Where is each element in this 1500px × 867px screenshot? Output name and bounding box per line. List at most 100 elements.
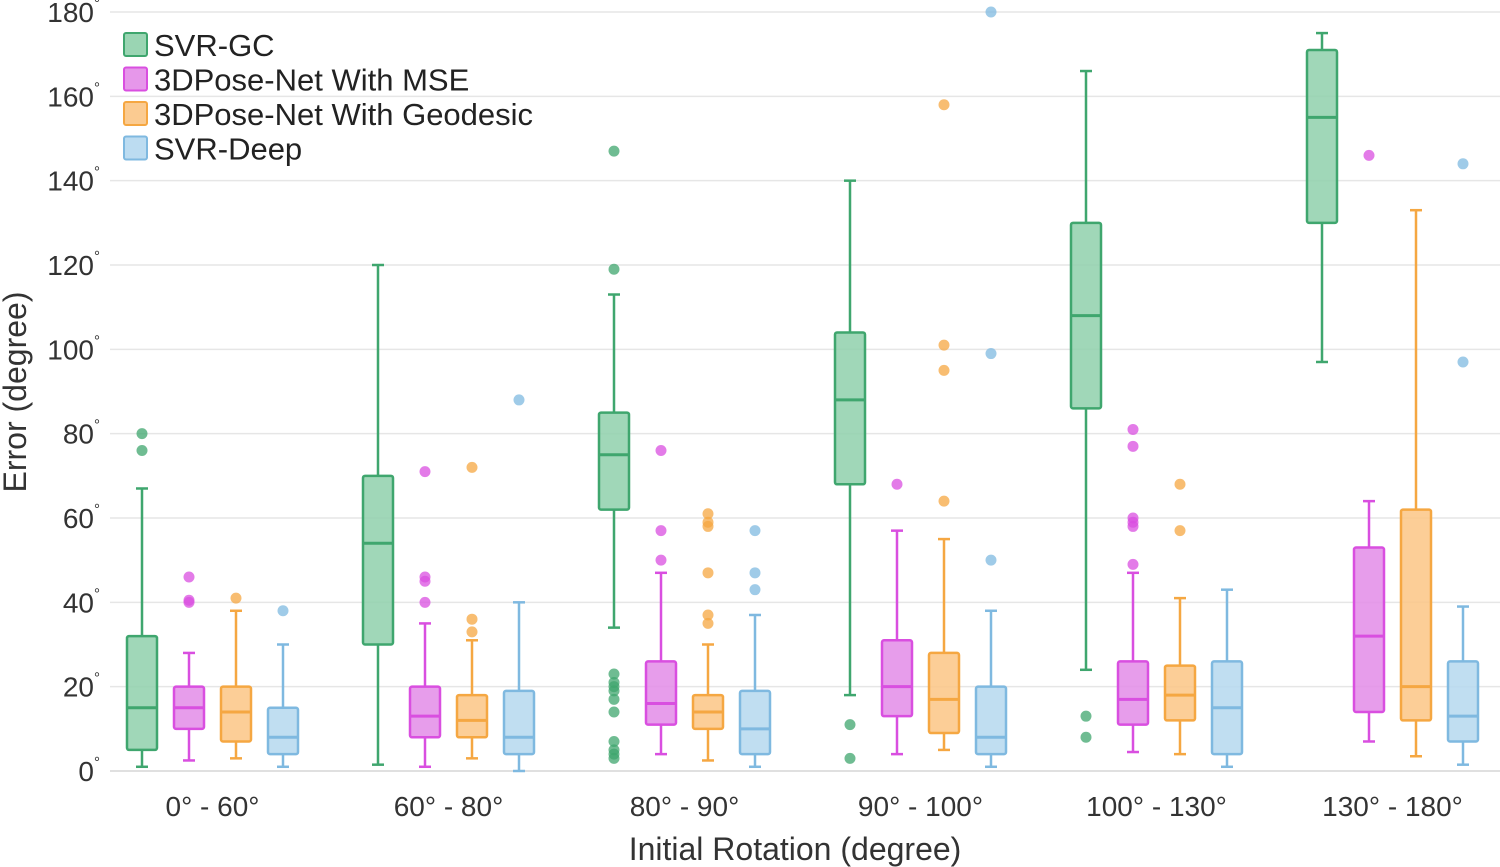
outlier-point — [608, 693, 620, 705]
legend-label: 3DPose-Net With Geodesic — [154, 97, 533, 132]
outlier-point — [844, 719, 856, 731]
degree-mark: ° — [94, 0, 100, 12]
outlier-point — [1127, 512, 1139, 524]
y-tick-label: 40° — [63, 585, 100, 618]
outlier-point — [985, 348, 997, 360]
y-tick-label: 0° — [78, 754, 100, 787]
outlier-point — [938, 99, 950, 111]
outlier-point — [1363, 149, 1375, 161]
y-tick-label: 140° — [47, 164, 100, 197]
outlier-point — [985, 554, 997, 566]
box-5-2 — [1399, 208, 1433, 758]
box-1-2 — [455, 461, 489, 760]
degree-mark: ° — [94, 754, 100, 771]
outlier-point — [1127, 423, 1139, 435]
outlier-point — [1080, 731, 1092, 743]
iqr-box — [1305, 48, 1339, 225]
outlier-point — [608, 706, 620, 718]
legend-item: 3DPose-Net With MSE — [123, 63, 469, 98]
x-tick-label: 80° - 90° — [630, 791, 740, 822]
outlier-point — [419, 466, 431, 478]
iqr-box — [1446, 660, 1480, 743]
iqr-box — [974, 685, 1008, 756]
outlier-point — [655, 525, 667, 537]
outlier-point — [136, 428, 148, 440]
outlier-point — [466, 626, 478, 638]
outlier-point — [419, 571, 431, 583]
outlier-point — [1174, 478, 1186, 490]
y-tick-label: 20° — [63, 670, 100, 703]
outlier-point — [938, 339, 950, 351]
outlier-point — [702, 508, 714, 520]
y-axis-title: Error (degree) — [0, 292, 33, 493]
iqr-box — [219, 685, 253, 743]
outlier-point — [749, 525, 761, 537]
x-tick-label: 0° - 60° — [166, 791, 260, 822]
degree-mark: ° — [94, 248, 100, 265]
legend-item: SVR-Deep — [123, 132, 302, 167]
legend-swatch — [123, 66, 148, 92]
x-axis-title: Initial Rotation (degree) — [629, 831, 962, 867]
box-2-2 — [691, 508, 725, 762]
x-tick-label: 100° - 130° — [1086, 791, 1227, 822]
x-tick-label: 90° - 100° — [858, 791, 983, 822]
y-tick-label: 60° — [63, 501, 100, 534]
degree-mark: ° — [94, 417, 100, 434]
box-4-3 — [1210, 588, 1244, 769]
outlier-point — [938, 495, 950, 507]
outlier-point — [419, 596, 431, 608]
box-0-3 — [266, 605, 300, 769]
iqr-box — [408, 685, 442, 739]
degree-mark: ° — [94, 670, 100, 687]
iqr-box — [597, 411, 631, 511]
box-1-3 — [502, 394, 536, 773]
box-2-1 — [644, 445, 678, 756]
y-tick-label: 180° — [47, 0, 100, 28]
box-3-2 — [927, 99, 961, 752]
box-5-3 — [1446, 158, 1480, 766]
outlier-point — [608, 145, 620, 157]
outlier-point — [1080, 710, 1092, 722]
x-axis-ticks: 0° - 60° 60° - 80° 80° - 90° 90° - 100° 100°… — [166, 791, 1463, 822]
outlier-point — [702, 567, 714, 579]
iqr-box — [880, 639, 914, 718]
box-1-1 — [408, 466, 442, 769]
outlier-point — [608, 263, 620, 275]
gridlines — [110, 11, 1500, 772]
outlier-point — [183, 594, 195, 606]
legend-label: 3DPose-Net With MSE — [154, 63, 469, 98]
outlier-point — [1127, 558, 1139, 570]
box-4-1 — [1116, 423, 1150, 754]
outlier-point — [702, 617, 714, 629]
degree-mark: ° — [94, 79, 100, 96]
iqr-box — [266, 706, 300, 756]
iqr-box — [502, 689, 536, 756]
outlier-point — [183, 571, 195, 583]
outlier-point — [891, 478, 903, 490]
outlier-point — [1457, 158, 1469, 170]
outlier-point — [702, 516, 714, 528]
iqr-box — [1163, 664, 1197, 722]
iqr-box — [833, 331, 867, 486]
outlier-point — [136, 445, 148, 457]
iqr-box — [361, 474, 395, 646]
iqr-box — [738, 689, 772, 756]
legend-label: SVR-GC — [154, 28, 275, 63]
box-0-1 — [172, 571, 206, 762]
x-tick-label: 130° - 180° — [1322, 791, 1463, 822]
outlier-point — [749, 584, 761, 596]
outlier-point — [466, 613, 478, 625]
outlier-point — [844, 752, 856, 764]
outlier-point — [608, 744, 620, 756]
outlier-point — [1174, 525, 1186, 537]
outlier-point — [1127, 440, 1139, 452]
y-axis-ticks: 0° 20° 40° 60° 80° 100° 120° 140° 160° 180° — [47, 0, 100, 787]
y-tick-label: 80° — [63, 417, 100, 450]
legend-swatch — [123, 101, 148, 126]
box-3-1 — [880, 478, 914, 756]
box-5-0 — [1305, 31, 1339, 364]
iqr-box — [125, 634, 159, 752]
iqr-box — [455, 693, 489, 739]
